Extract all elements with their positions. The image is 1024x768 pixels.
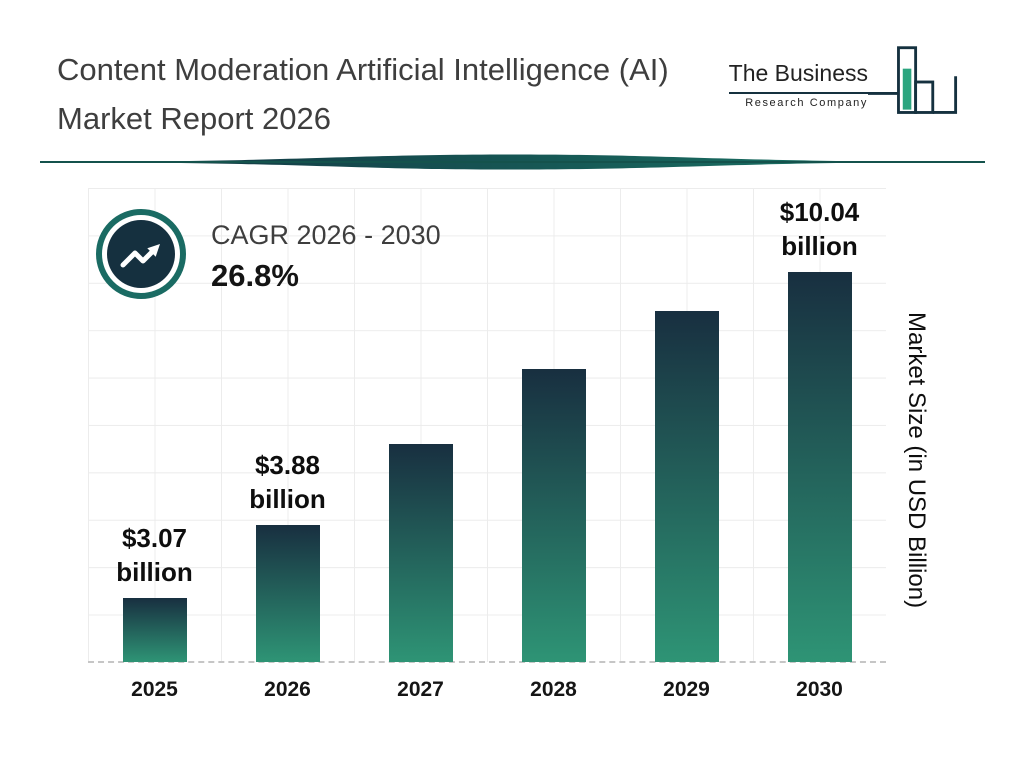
- bar-slot: [354, 444, 487, 662]
- bar-2030: [787, 272, 852, 662]
- bar-value-label: $3.07 billion: [116, 523, 193, 588]
- x-axis-label-2026: 2026: [264, 678, 311, 701]
- bar-2026: [255, 525, 320, 662]
- bar-value-label: $3.88 billion: [249, 450, 326, 515]
- divider-lens: [0, 152, 1024, 172]
- x-axis-label-2025: 2025: [131, 678, 178, 701]
- cagr-value: 26.8%: [211, 257, 299, 293]
- x-axis-label-2027: 2027: [397, 678, 444, 701]
- cagr-label: CAGR 2026 - 2030: [211, 219, 441, 250]
- x-axis-label-2028: 2028: [530, 678, 577, 701]
- bar-value-label: $10.04 billion: [779, 197, 860, 262]
- trend-up-icon: [95, 208, 187, 305]
- bar-slot: $3.88 billion: [221, 449, 354, 662]
- bars-track: $3.07 billion $3.88 billion $10.04 billion: [88, 188, 886, 662]
- bar-2027: [388, 444, 453, 662]
- bar-2029: [654, 311, 719, 662]
- x-axis-label-2030: 2030: [796, 678, 843, 701]
- x-axis-baseline: [88, 661, 886, 663]
- cagr-badge: CAGR 2026 - 2030 26.8%: [95, 208, 441, 305]
- page-title: Content Moderation Artificial Intelligen…: [57, 52, 669, 136]
- logo-line1: The Business: [728, 60, 868, 94]
- y-axis-title: Market Size (in USD Billion): [903, 311, 930, 609]
- bar-slot: $10.04 billion: [753, 196, 886, 662]
- cagr-text: CAGR 2026 - 2030 26.8%: [211, 220, 441, 294]
- bar-slot: [487, 369, 620, 662]
- bar-2025: [122, 598, 187, 662]
- bar-chart-logo-icon: [868, 42, 968, 122]
- logo-text: The Business Research Company: [728, 60, 868, 109]
- x-axis-label-2029: 2029: [663, 678, 710, 701]
- bar-2028: [521, 369, 586, 662]
- logo-line2: Research Company: [745, 97, 868, 109]
- x-axis-labels: 2025 2026 2027 2028 2029 2030: [88, 678, 886, 702]
- bar-slot: [620, 311, 753, 662]
- bar-slot: $3.07 billion: [88, 522, 221, 662]
- company-logo: The Business Research Company: [728, 42, 968, 122]
- chart-plot-area: [88, 188, 886, 662]
